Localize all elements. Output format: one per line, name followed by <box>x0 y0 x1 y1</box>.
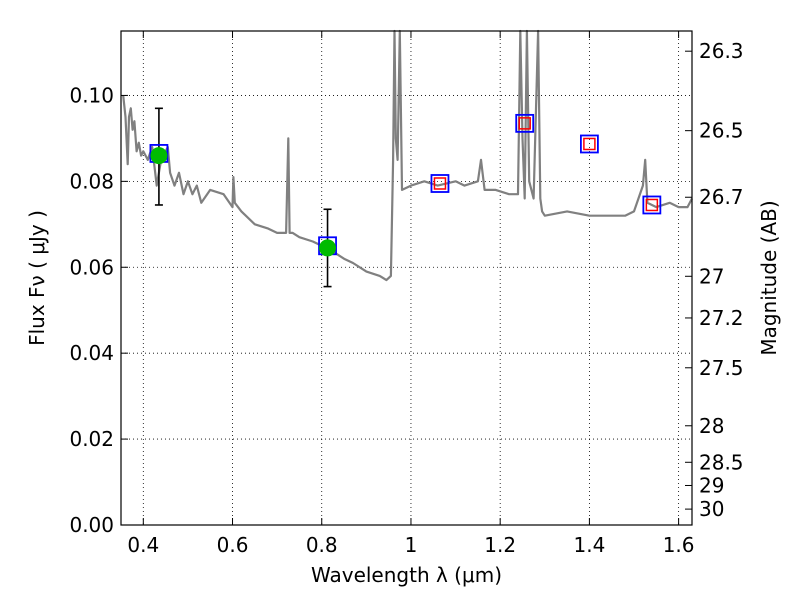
x-tick-label: 1.2 <box>484 533 516 557</box>
right-tick-label: 26.5 <box>699 119 744 143</box>
observed-point <box>150 147 168 165</box>
x-axis-label: Wavelength λ (μm) <box>311 563 502 587</box>
y-tick-label: 0.00 <box>69 513 114 537</box>
predicted-square <box>433 177 447 190</box>
predicted-square <box>518 117 531 130</box>
x-tick-label: 1.6 <box>663 533 695 557</box>
right-tick-label: 26.7 <box>699 185 744 209</box>
y-tick-label: 0.02 <box>69 427 114 451</box>
right-tick-label: 28 <box>699 414 724 438</box>
y-axis-label: Flux Fν ( μJy ) <box>25 210 49 346</box>
x-tick-label: 1.4 <box>573 533 605 557</box>
y-tick-label: 0.10 <box>69 83 114 107</box>
model-spectrum <box>122 29 693 282</box>
spectrum-line <box>122 29 693 282</box>
x-tick-label: 0.6 <box>217 533 249 557</box>
right-tick-label: 30 <box>699 497 724 521</box>
x-axis-title: Wavelength λ (μm) <box>311 563 502 587</box>
y-tick-label: 0.08 <box>69 169 114 193</box>
model-photometry-square <box>579 134 599 154</box>
right-axis-label: Magnitude (AB) <box>757 200 781 355</box>
y-tick-label: 0.04 <box>69 341 114 365</box>
predicted-square <box>645 198 659 212</box>
right-tick-label: 27 <box>699 264 724 288</box>
axis-ticks: 0.4 0.6 0.8 1 1.2 1.4 1.6 0.00 0.02 0.04 0.06 0.08 0… <box>69 31 744 557</box>
right-tick-label: 27.2 <box>699 306 744 330</box>
model-photometry-square <box>430 174 450 193</box>
model-photometry-square <box>515 113 535 133</box>
x-tick-label: 1 <box>405 533 418 557</box>
model-photometry-square <box>642 195 662 215</box>
x-tick-label: 0.4 <box>127 533 159 557</box>
x-tick-label: 0.8 <box>306 533 338 557</box>
observed-point <box>319 239 337 257</box>
right-tick-label: 26.3 <box>699 39 744 63</box>
right-tick-label: 27.5 <box>699 356 744 380</box>
y-tick-label: 0.06 <box>69 255 114 279</box>
photometry-points <box>149 107 662 288</box>
plot-frame <box>120 30 693 526</box>
predicted-square <box>583 137 596 151</box>
grid <box>121 31 692 526</box>
right-tick-label: 28.5 <box>699 450 744 474</box>
right-tick-label: 29 <box>699 473 724 497</box>
